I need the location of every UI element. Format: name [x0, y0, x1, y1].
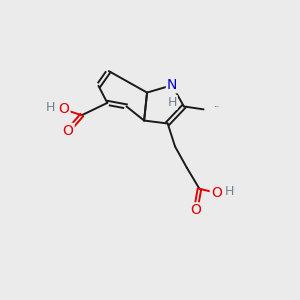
Text: O: O	[58, 102, 70, 116]
Text: O: O	[211, 186, 222, 200]
Text: H: H	[46, 101, 56, 114]
Text: N: N	[167, 78, 177, 92]
Text: H: H	[167, 96, 177, 109]
Text: O: O	[190, 203, 201, 218]
Text: O: O	[63, 124, 74, 138]
Text: H: H	[225, 185, 234, 198]
Text: methyl: methyl	[215, 106, 220, 107]
